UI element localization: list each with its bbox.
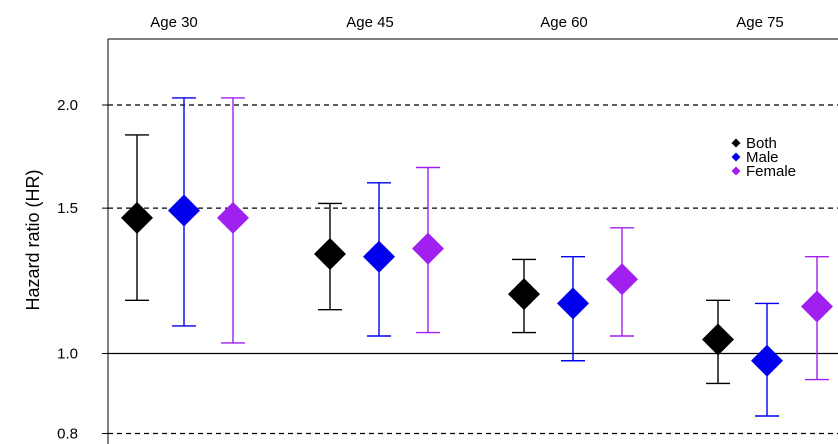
data-point-both: [508, 258, 540, 334]
legend-item-female: Female: [731, 163, 796, 180]
data-point-male: [751, 302, 783, 417]
point-estimate-diamond: [168, 194, 200, 227]
legend-label: Male: [746, 149, 779, 166]
point-estimate-diamond: [606, 263, 638, 296]
category-label: Age 75: [736, 14, 784, 31]
point-estimate-diamond: [363, 240, 395, 273]
data-point-male: [168, 97, 200, 327]
point-estimate-diamond: [702, 323, 734, 356]
legend-item-both: Both: [731, 135, 777, 152]
legend-label: Both: [746, 135, 777, 152]
y-axis-label: Hazard ratio (HR): [23, 169, 43, 310]
point-estimate-diamond: [121, 201, 153, 234]
legend-marker: [731, 138, 741, 148]
data-points: [121, 97, 833, 417]
legend-marker: [731, 152, 741, 162]
data-point-female: [217, 97, 249, 344]
point-estimate-diamond: [751, 344, 783, 377]
y-tick-label: 1.0: [57, 346, 78, 363]
category-labels: Age 30 Age 45 Age 60 Age 75: [150, 14, 784, 31]
point-estimate-diamond: [412, 232, 444, 265]
data-point-female: [606, 227, 638, 337]
data-point-male: [363, 182, 395, 337]
point-estimate-diamond: [314, 237, 346, 270]
point-estimate-diamond: [217, 201, 249, 234]
y-axis-ticks: 0.8 1.0 1.5 2.0: [57, 97, 108, 442]
category-label: Age 60: [540, 14, 588, 31]
legend-marker: [731, 166, 741, 176]
category-label: Age 45: [346, 14, 394, 31]
data-point-both: [121, 134, 153, 301]
data-point-female: [801, 255, 833, 381]
data-point-both: [314, 202, 346, 311]
legend-label: Female: [746, 163, 796, 180]
y-tick-label: 0.8: [57, 425, 78, 442]
point-estimate-diamond: [557, 287, 589, 320]
y-tick-label: 2.0: [57, 97, 78, 114]
data-point-both: [702, 299, 734, 385]
data-point-male: [557, 255, 589, 362]
y-tick-label: 1.5: [57, 200, 78, 217]
legend-item-male: Male: [731, 149, 779, 166]
point-estimate-diamond: [508, 278, 540, 311]
category-label: Age 30: [150, 14, 198, 31]
point-estimate-diamond: [801, 290, 833, 323]
reference-lines: [108, 104, 838, 435]
data-point-female: [412, 166, 444, 334]
